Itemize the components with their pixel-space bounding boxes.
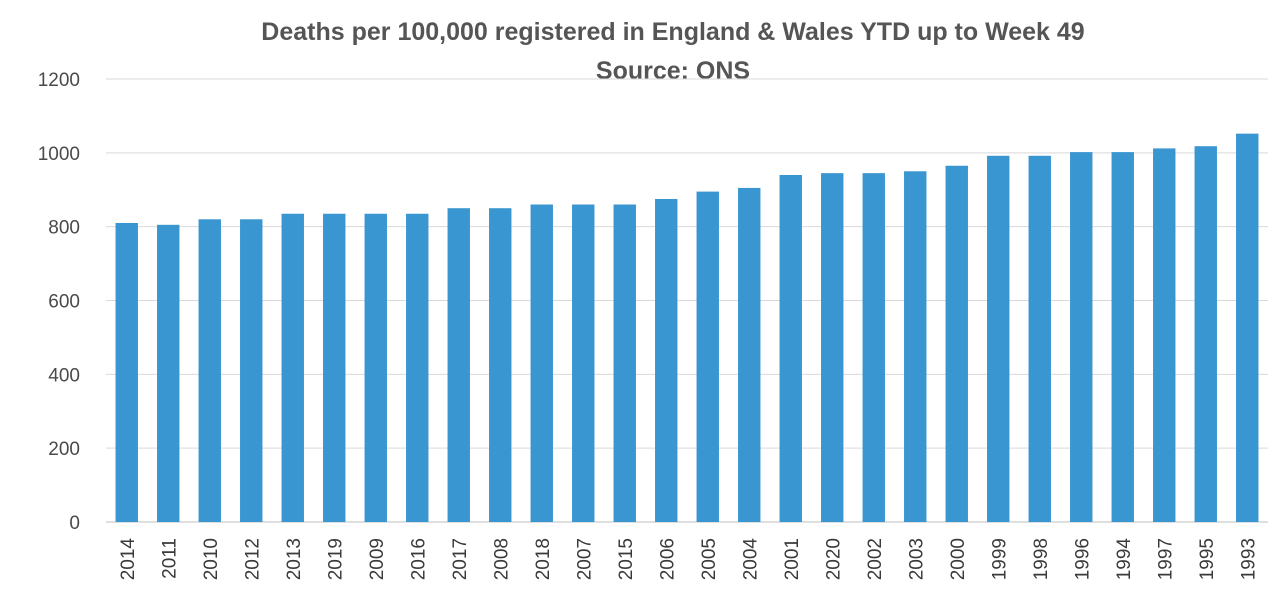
x-tick-label: 2013 [284, 538, 305, 580]
bar [323, 213, 346, 522]
bar [406, 213, 429, 522]
bar [1153, 148, 1176, 523]
bar [115, 222, 138, 522]
bar [572, 204, 595, 522]
bar [696, 191, 719, 523]
bar [1111, 152, 1134, 522]
y-tick-label: 600 [48, 292, 80, 313]
y-axis-ticks: 0 200 400 600 800 1000 1200 [38, 70, 80, 534]
bar [240, 219, 263, 523]
bar [1070, 152, 1093, 522]
bar [613, 204, 636, 522]
y-tick-label: 1000 [38, 144, 80, 165]
x-tick-label: 2020 [823, 538, 844, 580]
x-tick-label: 1994 [1114, 538, 1135, 581]
y-tick-label: 200 [48, 439, 80, 460]
bar [198, 219, 221, 523]
bar [738, 187, 761, 522]
bar [1028, 155, 1051, 522]
x-tick-label: 2008 [491, 538, 512, 580]
y-tick-label: 800 [48, 218, 80, 239]
x-tick-label: 2009 [367, 538, 388, 580]
bar [447, 208, 470, 523]
bars [115, 133, 1259, 523]
x-tick-label: 1998 [1031, 538, 1052, 580]
y-tick-label: 1200 [38, 70, 80, 91]
x-tick-label: 2011 [159, 538, 180, 579]
x-tick-label: 1996 [1072, 538, 1093, 580]
bar [489, 208, 512, 523]
bar [1194, 146, 1217, 522]
bar [821, 173, 844, 522]
bar [987, 155, 1010, 522]
x-tick-label: 2018 [533, 538, 554, 580]
x-tick-label: 1999 [989, 538, 1010, 580]
x-tick-label: 2015 [616, 538, 637, 580]
bar [1236, 133, 1259, 523]
x-tick-label: 2016 [408, 538, 429, 580]
x-tick-label: 2002 [865, 538, 886, 580]
x-tick-label: 2017 [450, 538, 471, 580]
x-tick-label: 2000 [948, 538, 969, 580]
bar [779, 174, 802, 522]
bar [904, 171, 927, 522]
gridlines [106, 78, 1268, 523]
x-tick-label: 2012 [242, 538, 263, 580]
x-tick-label: 2010 [201, 538, 222, 580]
x-tick-label: 2003 [906, 538, 927, 580]
x-tick-label: 1995 [1197, 538, 1218, 580]
bar [530, 204, 553, 522]
x-tick-label: 1997 [1155, 538, 1176, 580]
x-axis-ticks: 2014 2011 2010 2012 2013 2019 2009 2016 2017 2008… [118, 538, 1260, 581]
x-tick-label: 2006 [657, 538, 678, 580]
y-tick-label: 400 [48, 365, 80, 386]
bar [655, 198, 678, 522]
chart-subtitle: Source: ONS [596, 57, 750, 85]
x-tick-label: 1993 [1238, 538, 1259, 580]
bar [157, 224, 180, 522]
bar [862, 173, 885, 522]
chart-title: Deaths per 100,000 registered in England… [261, 18, 1084, 46]
x-tick-label: 2019 [325, 538, 346, 580]
x-tick-label: 2005 [699, 538, 720, 580]
x-tick-label: 2014 [118, 538, 139, 581]
x-tick-label: 2007 [574, 538, 595, 580]
x-tick-label: 2001 [782, 538, 803, 580]
y-tick-label: 0 [69, 513, 80, 534]
bar [945, 165, 968, 523]
x-tick-label: 2004 [740, 538, 761, 581]
bar [364, 213, 387, 522]
bar [281, 213, 304, 522]
